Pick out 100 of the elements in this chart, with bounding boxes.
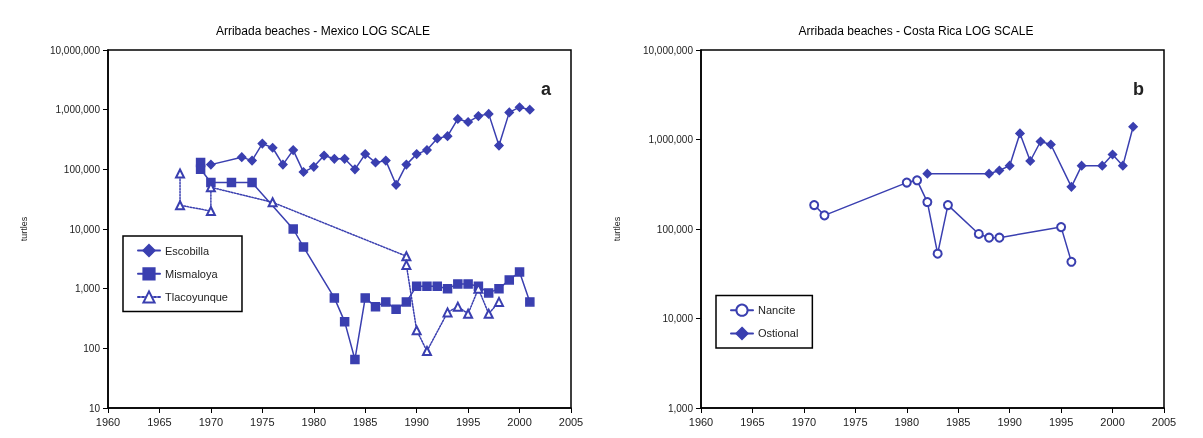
point [401, 259, 412, 270]
point [360, 293, 370, 303]
point [339, 316, 350, 327]
point [525, 297, 535, 307]
x-tick-label: 1995 [1048, 415, 1074, 428]
y-tick-label: 1,000 [667, 402, 694, 414]
y-tick-label: 1,000 [74, 283, 101, 295]
point [329, 154, 340, 164]
point [432, 133, 442, 144]
point [309, 162, 319, 172]
point [493, 296, 504, 307]
point [442, 131, 453, 141]
y-tick-label: 10,000,000 [642, 44, 694, 56]
y-tick-label: 1,000,000 [55, 104, 101, 116]
x-tick-label: 1965 [147, 415, 172, 428]
point [922, 197, 933, 208]
legend-label: Nancite [758, 304, 796, 317]
point [1066, 256, 1077, 267]
point [370, 157, 381, 168]
point [473, 111, 484, 121]
point [1097, 160, 1108, 171]
point [175, 200, 186, 211]
x-tick-label: 2000 [507, 415, 532, 428]
point [453, 114, 463, 124]
point [381, 297, 391, 307]
point [1015, 128, 1025, 139]
point [1128, 121, 1138, 132]
point [206, 159, 216, 170]
point [442, 283, 453, 294]
point [494, 283, 504, 294]
point [1066, 182, 1077, 192]
point [494, 140, 504, 151]
point [809, 200, 820, 211]
point [339, 154, 350, 164]
x-tick-label: 1980 [301, 415, 327, 428]
x-tick-label: 1960 [95, 415, 121, 428]
x-tick-label: 1975 [843, 415, 868, 428]
y-tick-label: 10,000 [69, 223, 101, 235]
point [483, 308, 494, 319]
point [514, 267, 525, 277]
point [267, 143, 278, 153]
point [422, 281, 432, 291]
point [1056, 222, 1067, 233]
point [350, 354, 360, 365]
point [257, 138, 268, 149]
point [994, 165, 1005, 176]
x-tick-label: 1970 [791, 415, 817, 428]
y-tick-label: 10 [88, 402, 101, 414]
point [237, 152, 247, 162]
point [525, 104, 535, 115]
annotation: a [540, 79, 552, 99]
y-tick-label: 10,000 [662, 313, 694, 324]
point [411, 281, 422, 291]
point [298, 167, 309, 177]
chart-title: Arribada beaches - Costa Rica LOG SCALE [798, 24, 1034, 38]
x-tick-label: 1980 [894, 415, 920, 428]
x-tick-label: 1970 [198, 415, 224, 428]
point [442, 307, 453, 318]
point [453, 279, 463, 289]
point [401, 251, 412, 262]
point [819, 210, 830, 221]
point [288, 224, 298, 234]
point [463, 308, 474, 319]
point [329, 293, 340, 303]
point [360, 149, 370, 159]
point [1025, 156, 1035, 166]
point [1107, 149, 1118, 160]
point [381, 155, 391, 166]
point [483, 288, 494, 298]
point [452, 301, 463, 312]
point [1118, 160, 1128, 171]
point [247, 155, 257, 166]
point [504, 275, 515, 285]
point [298, 242, 309, 252]
point [973, 228, 984, 239]
legend-label: Tlacoyunque [165, 291, 228, 303]
chart-title: Arribada beaches - Mexico LOG SCALE [215, 24, 431, 38]
y-tick-label: 10,000,000 [49, 44, 101, 56]
x-tick-label: 2005 [558, 415, 584, 428]
point [432, 281, 442, 291]
y-tick-label: 100,000 [63, 163, 101, 175]
point [901, 177, 912, 188]
x-tick-label: 1985 [352, 415, 378, 428]
point [370, 301, 381, 312]
y-tick-label: 100 [83, 342, 101, 354]
legend-label: Mismaloya [165, 267, 219, 280]
x-tick-label: 1960 [688, 415, 714, 428]
y-axis-title: turtles [18, 216, 29, 242]
point [401, 297, 412, 307]
point [984, 232, 995, 243]
point [1046, 139, 1056, 150]
point [391, 180, 401, 190]
point [1076, 160, 1087, 171]
y-tick-label: 1,000,000 [648, 134, 694, 145]
x-tick-label: 1965 [740, 415, 765, 428]
x-tick-label: 1990 [404, 415, 429, 428]
y-axis-title: turtles [611, 216, 622, 242]
point [912, 175, 923, 186]
point [1004, 160, 1015, 171]
point [391, 304, 401, 315]
